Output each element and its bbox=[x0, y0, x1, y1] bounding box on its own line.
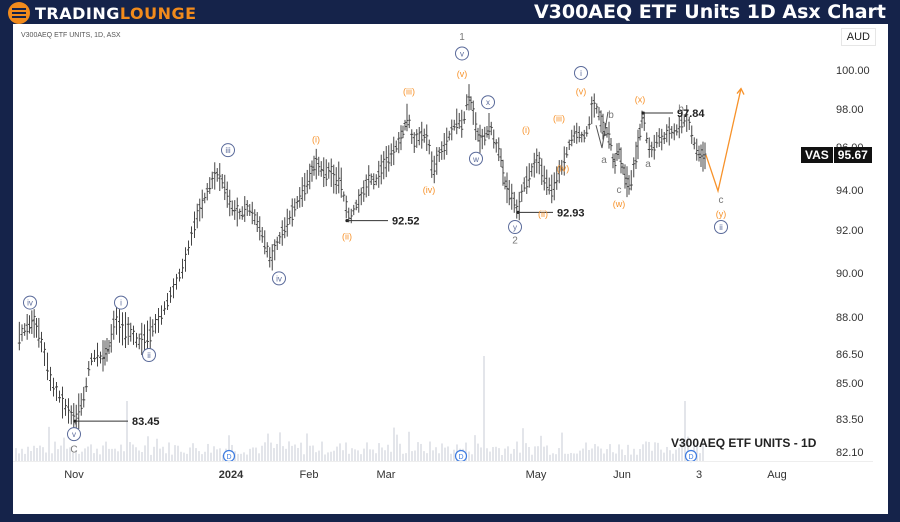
wave-label: b bbox=[608, 110, 614, 121]
wave-label: iv bbox=[27, 299, 33, 308]
wave-label: (ii) bbox=[538, 209, 548, 219]
key-levels: 83.45 92.52 92.93 97.84 bbox=[73, 108, 705, 428]
price-tick: 98.00 bbox=[836, 104, 864, 116]
dividend-label: D bbox=[458, 454, 463, 461]
time-tick: 3 bbox=[695, 469, 703, 481]
time-tick: Jun bbox=[613, 469, 631, 481]
price-tick: 85.00 bbox=[836, 378, 864, 390]
currency-button[interactable]: AUD bbox=[840, 28, 876, 46]
wave-label: w bbox=[472, 155, 479, 164]
wave-label: (ii) bbox=[342, 231, 352, 241]
wave-label: iii bbox=[225, 146, 231, 155]
wave-label: a bbox=[601, 155, 607, 166]
price-tick: 92.00 bbox=[836, 225, 864, 237]
wave-label: y bbox=[513, 223, 517, 232]
time-tick: Mar bbox=[376, 469, 396, 481]
brand-logo[interactable]: TRADINGLOUNGE bbox=[8, 2, 197, 24]
wave-label: c bbox=[719, 195, 724, 206]
last-price-tag: VAS 95.67 bbox=[801, 147, 872, 163]
wave-label: (i) bbox=[312, 135, 320, 145]
price-tick: 86.50 bbox=[836, 349, 864, 361]
price-tick: 94.00 bbox=[836, 185, 864, 197]
header-bar: TRADINGLOUNGE V300AEQ ETF Units 1D Asx C… bbox=[0, 0, 900, 24]
level-label: 92.93 bbox=[557, 207, 585, 219]
wave-label: 2 bbox=[512, 236, 518, 247]
time-tick: May bbox=[525, 469, 547, 481]
wave-label: ii bbox=[147, 351, 151, 360]
wave-label: b bbox=[678, 104, 684, 115]
wave-label: i bbox=[120, 299, 122, 308]
chart-watermark: V300AEQ ETF UNITS - 1D bbox=[671, 436, 817, 450]
level-label: 92.52 bbox=[392, 216, 420, 228]
time-tick: Aug bbox=[767, 469, 787, 481]
wave-label: (iv) bbox=[557, 163, 570, 173]
wave-label: c bbox=[617, 185, 622, 196]
time-tick: Feb bbox=[299, 469, 319, 481]
wave-label: (iv) bbox=[423, 185, 436, 195]
trend-drawing bbox=[595, 111, 609, 149]
wave-label: (i) bbox=[522, 125, 530, 135]
wave-label: a bbox=[645, 159, 651, 170]
price-tick: 90.00 bbox=[836, 268, 864, 280]
price-tick: 88.00 bbox=[836, 312, 864, 324]
wave-label: (iii) bbox=[403, 87, 415, 97]
level-label: 83.45 bbox=[132, 416, 160, 428]
price-tick: 83.50 bbox=[836, 414, 864, 426]
wave-label: ii bbox=[719, 223, 723, 232]
wave-label: i bbox=[580, 69, 582, 78]
volume-bars bbox=[15, 356, 704, 461]
wave-label: iv bbox=[276, 274, 282, 283]
time-axis-divider bbox=[13, 461, 873, 462]
dividend-label: D bbox=[688, 454, 693, 461]
wave-label: x bbox=[486, 98, 490, 107]
symbol-label: V300AEQ ETF UNITS, 1D, ASX bbox=[21, 32, 121, 39]
wave-labels: ivvCiiiiiiiv(i)(ii)(iii)(iv)1v(v)xw(i)(i… bbox=[23, 32, 728, 455]
projection-arrow-icon bbox=[736, 87, 745, 95]
wave-label: C bbox=[70, 444, 77, 455]
wave-label: 1 bbox=[459, 32, 465, 43]
ohlc-bars bbox=[17, 84, 707, 435]
projection-path bbox=[705, 88, 742, 194]
wave-label: (y) bbox=[716, 209, 727, 219]
page-title: V300AEQ ETF Units 1D Asx Chart bbox=[533, 1, 886, 23]
time-tick: 2024 bbox=[218, 469, 244, 481]
logo-icon bbox=[8, 2, 30, 24]
wave-label: (w) bbox=[613, 199, 626, 209]
brand-name: TRADINGLOUNGE bbox=[35, 3, 197, 23]
wave-label: (v) bbox=[457, 69, 468, 79]
price-chart[interactable]: 83.4592.5292.9397.84ivvCiiiiiiiv(i)(ii)(… bbox=[13, 24, 888, 514]
wave-label: (v) bbox=[576, 87, 587, 97]
wave-label: v bbox=[460, 49, 464, 58]
wave-label: (iii) bbox=[553, 114, 565, 124]
wave-label: v bbox=[72, 430, 76, 439]
price-tick: 100.00 bbox=[836, 65, 870, 77]
last-price-value: 95.67 bbox=[833, 147, 872, 163]
ticker-label: VAS bbox=[801, 147, 833, 163]
dividend-label: D bbox=[226, 454, 231, 461]
price-tick: 82.10 bbox=[836, 447, 864, 459]
wave-label: (x) bbox=[635, 94, 646, 104]
time-tick: Nov bbox=[64, 469, 84, 481]
level-label: 97.84 bbox=[677, 108, 705, 120]
